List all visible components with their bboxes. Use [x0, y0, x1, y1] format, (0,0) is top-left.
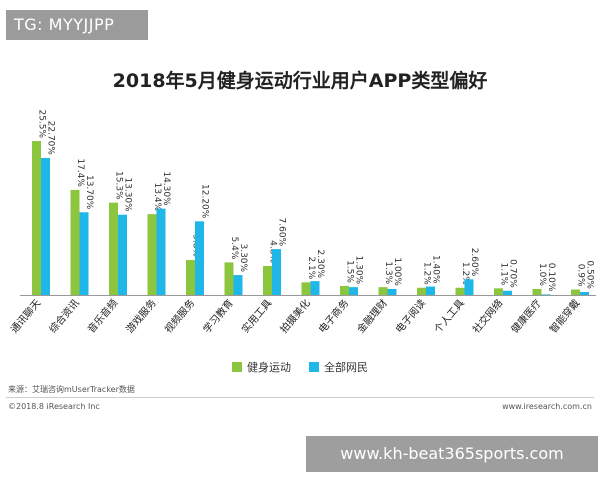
- value-label-all-6: 7.60%: [277, 218, 287, 247]
- value-label-all-10: 1.40%: [431, 255, 441, 284]
- value-label-all-1: 13.70%: [84, 175, 94, 210]
- category-label-2: 音乐音频: [85, 297, 121, 336]
- category-label-6: 实用工具: [239, 297, 275, 336]
- category-label-8: 电子商务: [316, 297, 352, 336]
- bar-all-6: [272, 249, 281, 295]
- copyright: ©2018.8 iResearch Inc: [8, 402, 100, 411]
- tg-badge: TG: MYYJJPP: [6, 10, 148, 40]
- watermark-banner: www.kh-beat365sports.com: [306, 436, 598, 472]
- value-label-fitness-9: 1.3%: [383, 261, 393, 284]
- category-label-5: 学习教育: [200, 297, 236, 336]
- bar-fitness-13: [532, 288, 542, 295]
- chart-title: 2018年5月健身运动行业用户APP类型偏好: [112, 70, 488, 92]
- value-label-all-11: 2.60%: [469, 248, 479, 277]
- category-label-7: 拍摄美化: [277, 297, 313, 336]
- category-label-9: 金融理财: [354, 297, 390, 336]
- value-label-fitness-10: 1.2%: [422, 262, 432, 285]
- value-label-fitness-11: 1.2%: [460, 262, 470, 285]
- category-label-12: 社交网络: [470, 297, 506, 336]
- bar-chart: 25.5% 22.70% 通讯聊天 17.4%13.70% 综合资讯 15.3% 13.30…: [8, 109, 596, 336]
- bar-all-8: [349, 287, 358, 295]
- value-label-fitness-13: 1.0%: [537, 263, 547, 286]
- bar-fitness-2: [109, 202, 118, 295]
- value-label-all-14: 0.50%: [585, 260, 595, 289]
- source-note: 来源：艾瑞咨询mUserTracker数据: [8, 385, 135, 394]
- category-label-13: 健康医疗: [508, 297, 544, 336]
- value-label-all-7: 2.30%: [315, 250, 325, 279]
- bar-all-0: [41, 157, 50, 295]
- site-url: www.iresearch.com.cn: [502, 402, 592, 411]
- legend-label-all: 全部网民: [324, 361, 368, 374]
- value-label-fitness-7: 2.1%: [306, 256, 316, 279]
- value-label-fitness-3: 13.4%: [152, 183, 162, 212]
- bar-all-9: [387, 288, 397, 295]
- legend-label-fitness: 健身运动: [247, 361, 291, 374]
- category-label-10: 电子阅读: [393, 297, 429, 336]
- bar-fitness-0: [32, 141, 41, 295]
- category-label-3: 游戏服务: [123, 297, 159, 336]
- bar-fitness-11: [455, 287, 465, 295]
- bar-fitness-3: [147, 214, 157, 295]
- value-label-all-4: 12.20%: [200, 184, 210, 219]
- bar-all-7: [310, 281, 320, 295]
- chart-legend: 健身运动 全部网民: [0, 359, 600, 375]
- bar-all-2: [118, 214, 127, 295]
- bar-all-11: [464, 279, 474, 295]
- bar-fitness-12: [494, 288, 503, 295]
- value-label-fitness-0: 25.5%: [37, 109, 47, 138]
- bar-fitness-9: [378, 287, 388, 295]
- value-label-all-0: 22.70%: [46, 121, 56, 156]
- bar-all-12: [503, 290, 512, 295]
- value-label-fitness-5: 5.4%: [229, 237, 239, 260]
- value-label-all-12: 0.70%: [508, 259, 518, 288]
- value-label-all-2: 13.30%: [123, 177, 133, 212]
- value-label-all-9: 1.00%: [392, 257, 402, 286]
- legend-swatch-all: [309, 362, 319, 372]
- bar-all-3: [156, 208, 166, 295]
- bar-all-14: [580, 291, 589, 295]
- category-label-14: 智能穿戴: [547, 297, 583, 336]
- value-label-all-13: 0.10%: [546, 263, 556, 292]
- bar-fitness-4: [186, 259, 195, 295]
- legend-item-fitness: 健身运动: [232, 359, 291, 375]
- bar-fitness-1: [70, 189, 80, 295]
- chart-card: TG: MYYJJPP 2018年5月健身运动行业用户APP类型偏好 25.5%…: [0, 10, 600, 411]
- category-label-1: 综合资讯: [46, 297, 82, 336]
- value-label-fitness-2: 15.3%: [114, 171, 124, 200]
- category-label-0: 通讯聊天: [8, 297, 44, 336]
- bar-fitness-10: [417, 287, 426, 295]
- value-label-all-5: 3.30%: [238, 243, 248, 272]
- bar-fitness-7: [301, 282, 311, 295]
- bar-fitness-8: [340, 285, 349, 295]
- value-label-all-3: 14.30%: [161, 171, 171, 206]
- legend-swatch-fitness: [232, 362, 242, 372]
- bar-all-1: [79, 212, 89, 295]
- bar-all-13: [541, 294, 551, 295]
- bar-all-10: [426, 286, 435, 295]
- value-label-all-8: 1.30%: [354, 256, 364, 285]
- value-label-fitness-12: 1.1%: [499, 262, 509, 285]
- bar-all-5: [233, 275, 243, 295]
- category-label-4: 视频服务: [162, 297, 198, 336]
- value-label-fitness-1: 17.4%: [75, 158, 85, 187]
- bar-fitness-5: [224, 262, 234, 295]
- category-label-11: 个人工具: [432, 297, 467, 335]
- footer-divider: [6, 397, 594, 398]
- value-label-fitness-14: 0.9%: [576, 264, 586, 287]
- bar-all-4: [195, 221, 204, 295]
- legend-item-all: 全部网民: [309, 359, 368, 375]
- value-label-fitness-8: 1.5%: [345, 260, 355, 283]
- bar-fitness-14: [571, 289, 580, 295]
- bar-fitness-6: [263, 266, 272, 295]
